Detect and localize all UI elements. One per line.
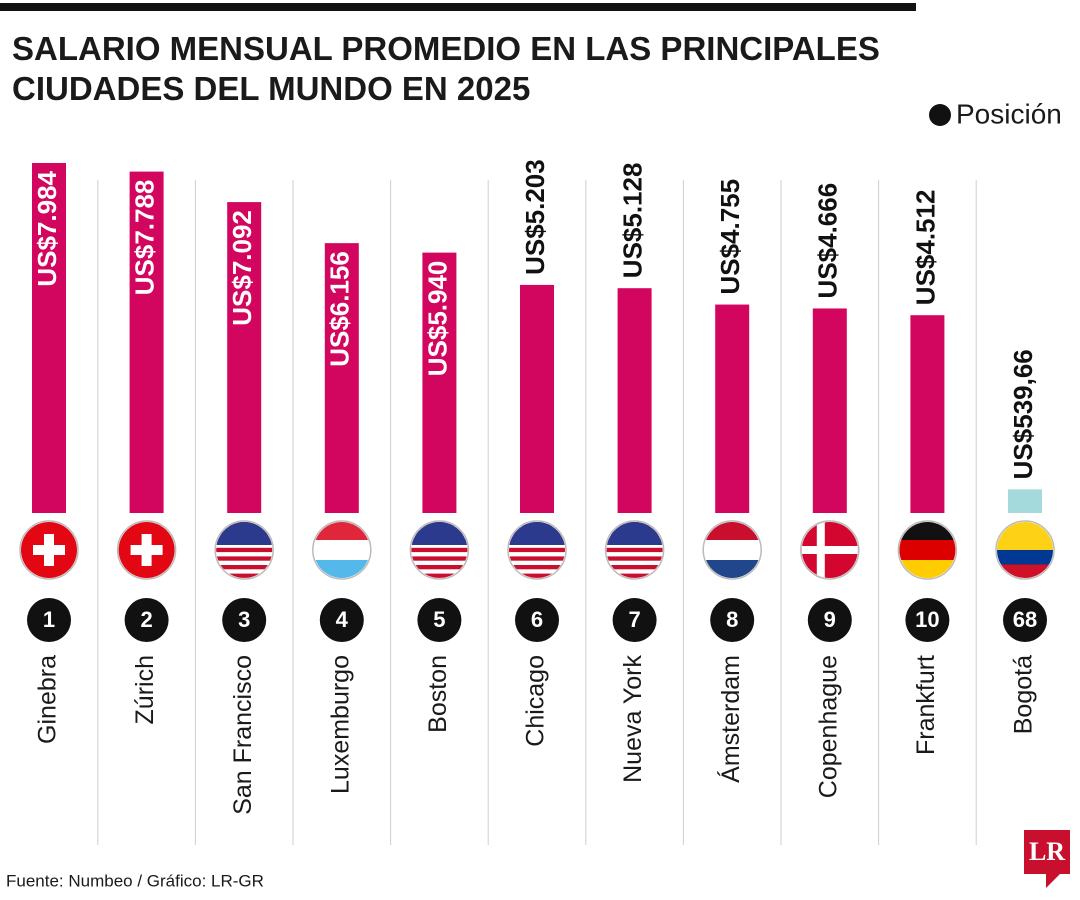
bar	[812, 308, 847, 513]
value-label: US$539,66	[1008, 349, 1038, 479]
city-label: Zúrich	[131, 655, 159, 724]
flag-ring	[19, 520, 79, 580]
value-label: US$7.984	[32, 170, 62, 286]
flag	[21, 522, 77, 578]
bar	[129, 171, 164, 514]
rank-badge	[515, 598, 559, 642]
rank-label: 8	[726, 607, 738, 632]
rank-badge	[124, 598, 169, 642]
value-label: US$4.512	[910, 190, 940, 306]
rank-badge	[417, 598, 462, 642]
bar	[715, 304, 750, 513]
rank-label: 2	[140, 607, 152, 632]
value-label: US$4.755	[715, 179, 745, 295]
rank-badge	[222, 598, 267, 642]
rank-label: 6	[531, 607, 543, 632]
city-label: Chicago	[522, 655, 550, 747]
city-label: Frankfurt	[912, 655, 940, 755]
city-label: San Francisco	[229, 655, 257, 815]
chart-title: CIUDADES DEL MUNDO EN 2025	[12, 70, 530, 107]
legend-marker	[929, 104, 951, 126]
city-label: Nueva York	[619, 655, 647, 783]
logo-tail	[1046, 874, 1060, 888]
value-label: US$5.203	[520, 159, 550, 275]
rank-label: 68	[1013, 607, 1037, 632]
rank-badge	[905, 598, 950, 642]
bar	[422, 252, 457, 514]
bar	[324, 243, 359, 514]
rank-label: 3	[238, 607, 250, 632]
bar	[227, 202, 262, 513]
city-label: Boston	[424, 655, 452, 733]
rank-badge	[1003, 598, 1047, 642]
rank-label: 5	[433, 607, 445, 632]
flag-ring	[604, 520, 665, 580]
city-label: Luxemburgo	[326, 655, 354, 794]
rank-label: 4	[336, 607, 349, 632]
city-label: Bogotá	[1010, 655, 1038, 734]
flag-ring	[312, 520, 372, 580]
rank-badge	[27, 598, 71, 642]
rank-label: 1	[43, 607, 55, 632]
bar	[520, 284, 554, 513]
city-label: Ámsterdam	[716, 655, 745, 783]
value-label: US$6.156	[325, 251, 355, 367]
rank-badge	[612, 598, 657, 642]
value-label: US$7.092	[227, 210, 257, 326]
top-rule	[0, 3, 916, 11]
city-label: Copenhague	[814, 655, 842, 798]
rank-label: 9	[824, 607, 836, 632]
source: Fuente: Numbeo / Gráfico: LR-GR	[6, 871, 264, 890]
value-label: US$5.940	[422, 261, 452, 377]
flag-ring	[702, 520, 762, 580]
flag-ring	[800, 520, 860, 580]
value-label: US$4.666	[813, 183, 843, 299]
rank-badge	[710, 598, 755, 642]
chart-title: SALARIO MENSUAL PROMEDIO EN LAS PRINCIPA…	[12, 30, 880, 67]
rank-badge	[807, 598, 852, 642]
bar	[1008, 489, 1042, 513]
flag-ring	[995, 520, 1055, 580]
flag-ring	[214, 520, 274, 580]
logo: LR	[1029, 837, 1065, 866]
bar	[32, 163, 66, 513]
rank-label: 10	[915, 607, 939, 632]
rank-label: 7	[628, 607, 640, 632]
flag-ring	[507, 520, 567, 580]
value-label: US$5.128	[617, 163, 647, 279]
value-label: US$7.788	[129, 180, 159, 296]
bar	[910, 315, 945, 513]
flag-ring	[409, 520, 470, 580]
logo-box	[1024, 830, 1070, 874]
city-label: Ginebra	[34, 655, 62, 744]
legend-label: Posición	[956, 98, 1062, 129]
flag	[118, 522, 175, 578]
flag-ring	[116, 520, 177, 580]
rank-badge	[319, 598, 364, 642]
flag-ring	[897, 520, 958, 580]
bar	[617, 288, 652, 513]
